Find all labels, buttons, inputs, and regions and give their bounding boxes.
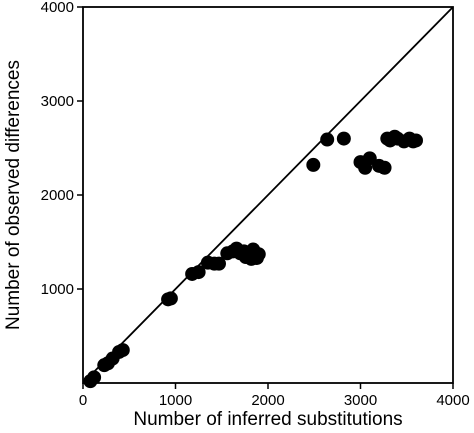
data-point (87, 370, 102, 385)
x-tick-label: 4000 (436, 392, 469, 409)
x-tick-label: 3000 (344, 392, 377, 409)
data-point (191, 265, 206, 280)
data-point (115, 343, 130, 358)
x-axis-label: Number of inferred substitutions (133, 409, 402, 430)
reference-line (82, 6, 454, 384)
x-tick-label: 2000 (251, 392, 284, 409)
data-point (336, 131, 351, 146)
y-tick-label: 2000 (41, 187, 74, 204)
y-axis-label: Number of observed differences (3, 60, 24, 330)
y-tick-label: 3000 (41, 93, 74, 110)
x-tick-label: 1000 (159, 392, 192, 409)
y-tick-label: 1000 (41, 281, 74, 298)
data-point (163, 291, 178, 306)
x-tick-label: 0 (79, 392, 87, 409)
data-point (306, 157, 321, 172)
data-point (377, 160, 392, 175)
data-point (409, 133, 423, 148)
data-point (320, 132, 335, 147)
data-point (211, 256, 226, 271)
y-axis-ticks: 1000 2000 3000 4000 (41, 0, 83, 298)
data-point (251, 247, 266, 262)
y-tick-label: 4000 (41, 0, 74, 16)
x-axis-ticks: 0 1000 2000 3000 4000 (79, 383, 470, 409)
data-point (362, 151, 377, 166)
data-points (83, 129, 423, 389)
